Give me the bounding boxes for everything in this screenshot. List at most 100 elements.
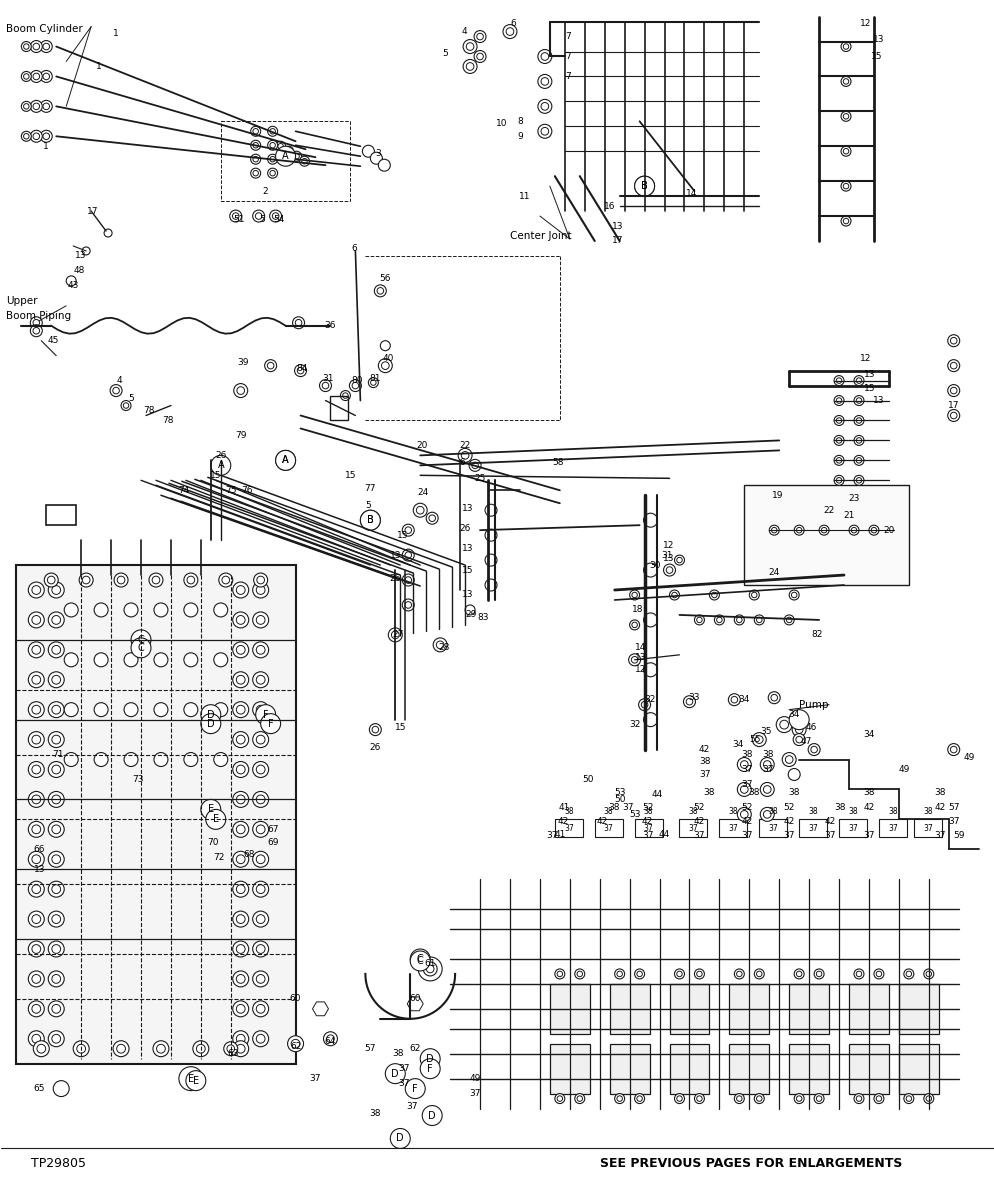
Circle shape bbox=[233, 671, 248, 688]
Bar bbox=[669, 1044, 709, 1094]
Circle shape bbox=[436, 641, 443, 649]
Circle shape bbox=[795, 736, 801, 742]
Circle shape bbox=[462, 39, 476, 53]
Circle shape bbox=[753, 969, 763, 979]
Circle shape bbox=[755, 971, 761, 977]
Text: 35: 35 bbox=[759, 727, 771, 736]
Bar bbox=[550, 984, 589, 1034]
Circle shape bbox=[740, 786, 747, 793]
Text: 23: 23 bbox=[848, 494, 859, 503]
Circle shape bbox=[237, 675, 245, 684]
Circle shape bbox=[256, 915, 264, 924]
Text: 49: 49 bbox=[963, 753, 974, 762]
Circle shape bbox=[378, 359, 392, 373]
Circle shape bbox=[52, 945, 61, 953]
Circle shape bbox=[410, 951, 429, 971]
Text: 26: 26 bbox=[215, 451, 227, 459]
Circle shape bbox=[947, 744, 959, 755]
Circle shape bbox=[419, 1058, 439, 1079]
Circle shape bbox=[52, 855, 61, 863]
Text: F: F bbox=[267, 719, 273, 728]
Circle shape bbox=[541, 52, 548, 60]
Circle shape bbox=[468, 459, 480, 471]
Circle shape bbox=[116, 1044, 125, 1053]
Text: 31: 31 bbox=[661, 551, 673, 560]
Circle shape bbox=[52, 675, 61, 684]
Text: 46: 46 bbox=[804, 723, 816, 732]
Text: 38: 38 bbox=[688, 806, 698, 816]
Circle shape bbox=[32, 884, 41, 894]
Circle shape bbox=[674, 1094, 684, 1103]
Circle shape bbox=[30, 324, 42, 336]
Circle shape bbox=[219, 573, 233, 587]
Circle shape bbox=[616, 1096, 622, 1101]
Circle shape bbox=[252, 156, 258, 162]
Circle shape bbox=[252, 671, 268, 688]
Text: 5: 5 bbox=[258, 214, 264, 224]
Circle shape bbox=[868, 526, 878, 535]
Circle shape bbox=[728, 694, 740, 706]
Circle shape bbox=[473, 51, 485, 63]
Circle shape bbox=[252, 142, 258, 148]
Circle shape bbox=[876, 971, 881, 977]
Circle shape bbox=[156, 1044, 165, 1053]
Text: 13: 13 bbox=[873, 395, 884, 405]
Circle shape bbox=[49, 732, 65, 747]
Circle shape bbox=[853, 456, 863, 465]
Circle shape bbox=[32, 1035, 41, 1043]
Circle shape bbox=[32, 945, 41, 953]
Circle shape bbox=[49, 702, 65, 718]
Circle shape bbox=[949, 337, 956, 345]
Text: F: F bbox=[412, 1083, 417, 1094]
Circle shape bbox=[256, 706, 264, 714]
Circle shape bbox=[949, 362, 956, 369]
Circle shape bbox=[234, 384, 248, 398]
Circle shape bbox=[342, 393, 348, 398]
Circle shape bbox=[233, 732, 248, 747]
Text: 79: 79 bbox=[235, 431, 247, 440]
Circle shape bbox=[32, 706, 41, 714]
Circle shape bbox=[291, 1040, 299, 1048]
Bar bbox=[719, 819, 746, 837]
Circle shape bbox=[28, 583, 44, 598]
Circle shape bbox=[28, 791, 44, 807]
Circle shape bbox=[252, 583, 268, 598]
Circle shape bbox=[753, 614, 763, 625]
Text: 38: 38 bbox=[643, 806, 653, 816]
Circle shape bbox=[32, 765, 41, 774]
Circle shape bbox=[40, 101, 53, 112]
Circle shape bbox=[676, 558, 682, 562]
Circle shape bbox=[179, 1067, 203, 1090]
Circle shape bbox=[853, 475, 863, 485]
Circle shape bbox=[52, 735, 61, 744]
Circle shape bbox=[184, 603, 198, 617]
Text: 38: 38 bbox=[888, 806, 897, 816]
Circle shape bbox=[381, 362, 389, 369]
Circle shape bbox=[52, 765, 61, 774]
Circle shape bbox=[256, 884, 264, 894]
Text: Boom Piping: Boom Piping bbox=[6, 310, 72, 321]
Text: 38: 38 bbox=[703, 787, 715, 797]
Circle shape bbox=[575, 969, 584, 979]
Circle shape bbox=[252, 170, 258, 176]
Circle shape bbox=[237, 616, 245, 624]
Text: 42: 42 bbox=[557, 817, 568, 826]
Text: 42: 42 bbox=[595, 817, 606, 826]
Circle shape bbox=[30, 317, 42, 329]
Circle shape bbox=[154, 753, 168, 766]
Circle shape bbox=[193, 1041, 209, 1056]
Text: D: D bbox=[426, 1054, 433, 1063]
Text: 74: 74 bbox=[178, 485, 190, 495]
Circle shape bbox=[252, 702, 268, 718]
Text: 39: 39 bbox=[237, 358, 248, 367]
Circle shape bbox=[237, 1035, 245, 1043]
Circle shape bbox=[676, 1096, 682, 1101]
Circle shape bbox=[833, 436, 843, 445]
Circle shape bbox=[196, 1044, 205, 1053]
Circle shape bbox=[124, 753, 138, 766]
Circle shape bbox=[775, 716, 791, 733]
Circle shape bbox=[252, 642, 268, 658]
Text: 12: 12 bbox=[662, 541, 674, 549]
Text: 34: 34 bbox=[787, 710, 799, 719]
Circle shape bbox=[256, 974, 264, 983]
